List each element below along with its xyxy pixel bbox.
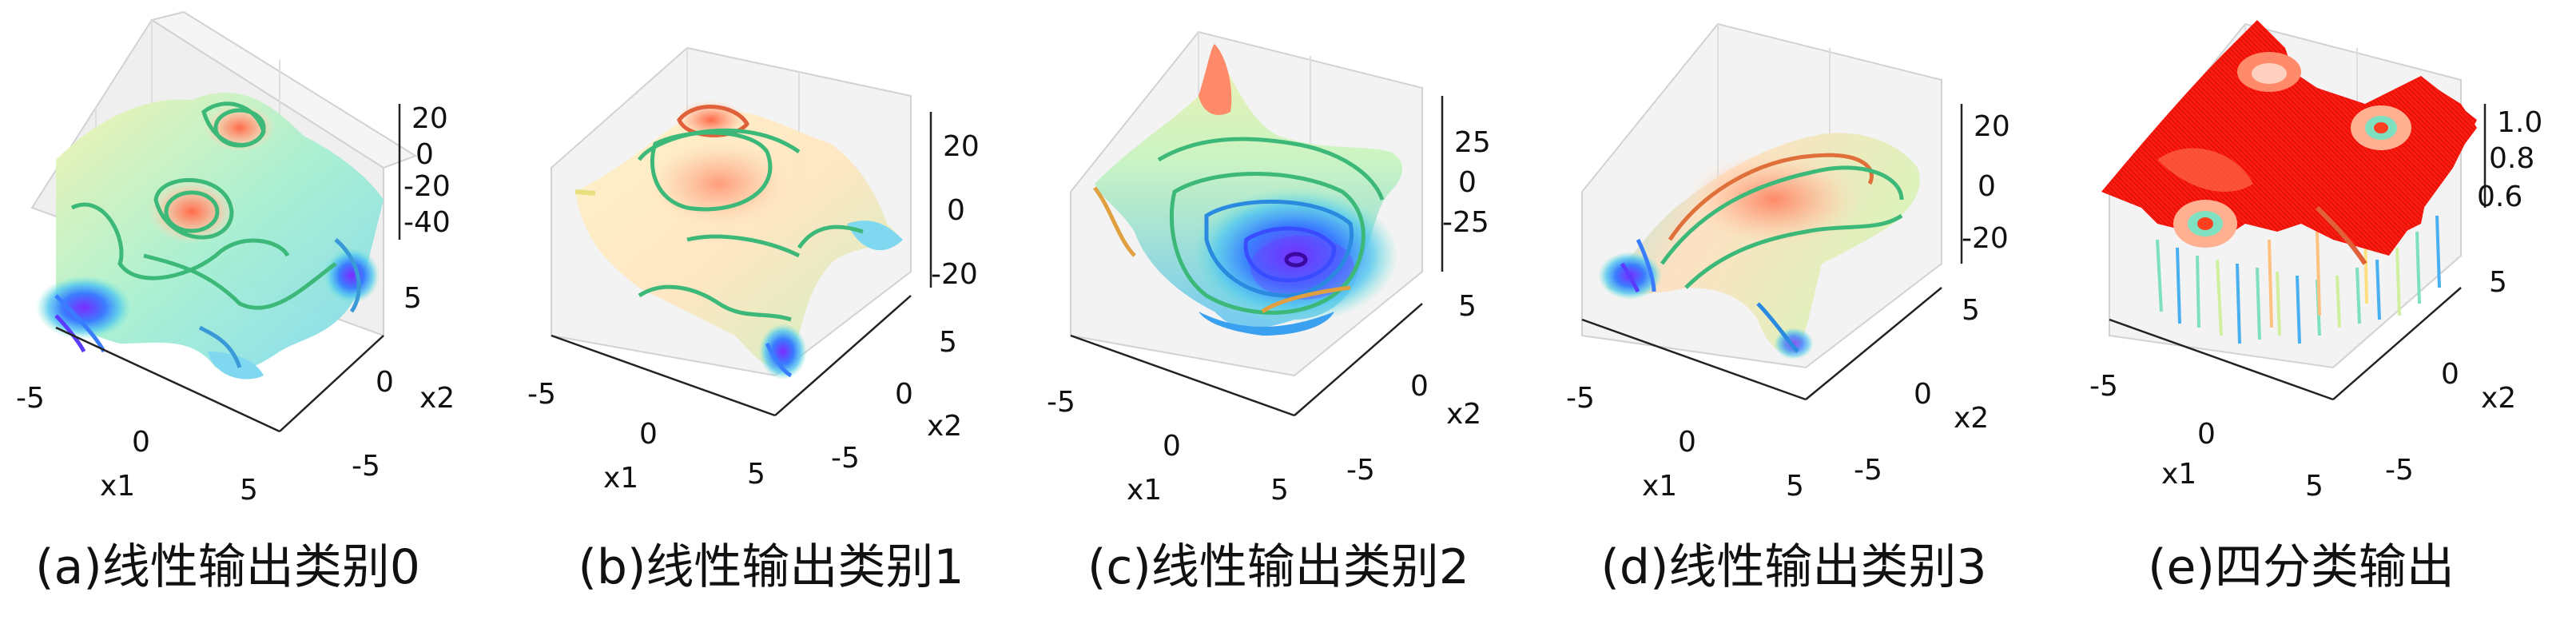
x-tick-label: -5 [1047,386,1075,419]
y-tick-label: -5 [831,442,860,475]
z-tick-label: 0 [1458,166,1477,199]
y-tick-label: 5 [1962,294,1980,327]
x-tick-label: -5 [527,378,556,411]
y-axis-label: x2 [927,410,962,443]
y-tick-label: -5 [1854,454,1882,487]
contours [1620,153,1904,353]
x-tick-label: 5 [1270,474,1289,507]
x-axis-label: x1 [2161,458,2196,491]
y-axis-label: x2 [1446,398,1481,431]
subplot-a: 20 0 -20 -40 -5 0 5 x1 -5 0 5 x2 (a)线性输出… [16,10,455,595]
y-tick-label: 0 [895,378,913,411]
z-tick-label: 0.6 [2477,181,2522,213]
y-tick-label: 5 [403,282,422,315]
subplot-c: 25 0 -25 -5 0 5 x1 -5 0 5 x2 (c)线性输出类别2 [1047,30,1491,595]
z-tick-label: 20 [943,130,980,163]
x-tick-label: 0 [2197,418,2216,451]
contours [637,105,864,378]
subplot-caption: (d)线性输出类别3 [1600,539,1986,595]
y-axis-label: x2 [419,382,455,415]
subplot-caption: (e)四分类输出 [2148,539,2455,595]
z-tick-label: -40 [403,206,451,239]
x-tick-label: 0 [1163,430,1181,463]
y-axis-label: x2 [2481,382,2516,415]
z-tick-label: 25 [1454,126,1491,159]
z-tick-label: 1.0 [2497,106,2542,139]
subplot-b: 20 0 -20 -5 0 5 x1 -5 0 5 x2 (b)线性输出类别1 [527,46,980,595]
y-tick-label: -5 [1346,454,1375,487]
subplot-caption: (b)线性输出类别1 [578,539,964,595]
axes-lines [551,112,932,417]
z-tick-label: 0.8 [2489,142,2534,175]
z-tick-label: 0 [1978,170,1996,203]
z-tick-label: -20 [403,170,451,203]
axes-lines [1581,104,1963,401]
x-tick-label: -5 [2089,370,2118,403]
subplot-e: 1.0 0.8 0.6 -5 0 5 x1 -5 0 5 x2 (e)四分类输出 [2089,20,2542,595]
contours [1093,137,1385,315]
x-tick-label: -5 [1566,382,1595,415]
z-tick-label: 0 [415,138,434,171]
axes-lines [2109,104,2487,401]
y-tick-label: 5 [939,326,957,359]
x-axis-label: x1 [100,470,135,503]
y-tick-label: 0 [1410,370,1429,403]
y-axis-label: x2 [1954,402,1989,435]
subplot-d: 20 0 -20 -5 0 5 x1 -5 0 5 x2 (d)线性输出类别3 [1566,22,2010,595]
subplot-caption: (a)线性输出类别0 [35,539,420,595]
z-tick-label: 20 [411,102,448,135]
y-tick-label: -5 [352,450,380,483]
y-tick-label: 5 [2489,266,2507,299]
y-tick-label: -5 [2385,454,2414,487]
axes-lines [1070,96,1444,417]
z-tick-label: 20 [1974,110,2010,143]
y-tick-label: 0 [376,366,394,399]
x-tick-label: 5 [747,458,765,491]
x-tick-label: 5 [240,474,258,507]
axes-lines [55,104,401,433]
x-axis-label: x1 [603,462,638,495]
y-tick-label: 0 [1914,378,1932,411]
x-tick-label: 0 [639,418,658,451]
z-tick-label: -20 [1962,222,2009,255]
y-tick-label: 5 [1458,290,1477,323]
z-tick-label: -25 [1442,206,1489,239]
x-tick-label: 5 [1786,470,1804,503]
z-tick-label: -20 [931,258,978,291]
y-tick-label: 0 [2441,358,2459,391]
x-tick-label: -5 [16,382,45,415]
x-tick-label: 5 [2305,470,2324,503]
x-axis-label: x1 [1127,474,1162,507]
x-tick-label: 0 [132,426,150,459]
x-tick-label: 0 [1678,426,1696,459]
z-tick-label: 0 [947,194,965,227]
surface [2101,20,2477,344]
subplot-caption: (c)线性输出类别2 [1087,539,1469,595]
x-axis-label: x1 [1642,470,1677,503]
